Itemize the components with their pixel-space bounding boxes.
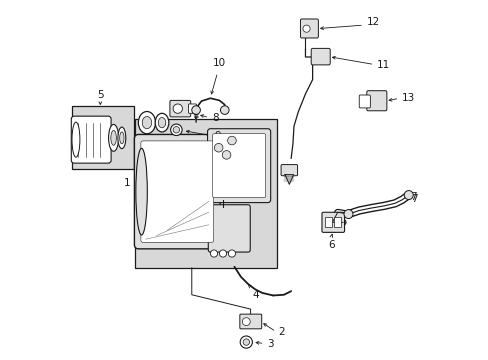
Circle shape [222,150,230,159]
Circle shape [303,25,309,32]
Ellipse shape [138,112,155,134]
Text: 9: 9 [214,131,220,141]
Circle shape [220,106,228,114]
Ellipse shape [170,124,182,135]
Bar [325,217,331,227]
FancyBboxPatch shape [300,19,318,38]
FancyBboxPatch shape [71,116,111,163]
Text: 13: 13 [402,93,415,103]
FancyBboxPatch shape [281,165,297,176]
Text: 3: 3 [266,339,273,349]
FancyBboxPatch shape [239,314,261,329]
Ellipse shape [240,336,252,348]
FancyBboxPatch shape [310,48,329,65]
Bar [333,217,340,227]
Text: 7: 7 [410,194,417,204]
Circle shape [219,250,226,257]
Ellipse shape [72,122,80,157]
Text: 7: 7 [410,192,416,202]
Bar [135,119,276,268]
Polygon shape [285,175,293,184]
FancyBboxPatch shape [366,91,386,111]
FancyBboxPatch shape [141,141,213,242]
Text: 6: 6 [327,240,334,250]
Circle shape [242,318,250,325]
Text: 8: 8 [212,113,219,123]
Text: 12: 12 [366,17,379,27]
Text: 10: 10 [212,58,225,68]
Polygon shape [195,114,197,123]
FancyBboxPatch shape [134,134,220,249]
Circle shape [214,143,223,152]
Ellipse shape [173,127,179,133]
Ellipse shape [118,127,125,149]
Ellipse shape [108,125,119,151]
Circle shape [191,106,200,114]
FancyBboxPatch shape [208,205,250,252]
Circle shape [173,104,182,113]
Ellipse shape [120,132,124,144]
Text: 2: 2 [278,327,285,337]
Text: 5: 5 [97,90,103,100]
Ellipse shape [158,117,165,128]
Ellipse shape [136,148,147,235]
Ellipse shape [243,339,249,345]
Circle shape [227,136,236,145]
Circle shape [210,250,217,257]
Text: 11: 11 [376,59,389,69]
FancyBboxPatch shape [188,104,196,113]
FancyBboxPatch shape [359,95,369,108]
Ellipse shape [404,190,412,199]
Ellipse shape [344,210,352,219]
Text: 4: 4 [252,290,259,300]
Circle shape [228,250,235,257]
FancyBboxPatch shape [169,100,190,117]
Ellipse shape [155,113,168,132]
Text: 1: 1 [124,177,131,188]
FancyBboxPatch shape [321,212,344,232]
Bar [72,107,134,169]
FancyBboxPatch shape [207,129,270,203]
FancyBboxPatch shape [212,134,265,198]
Ellipse shape [111,130,116,145]
Ellipse shape [142,117,151,129]
